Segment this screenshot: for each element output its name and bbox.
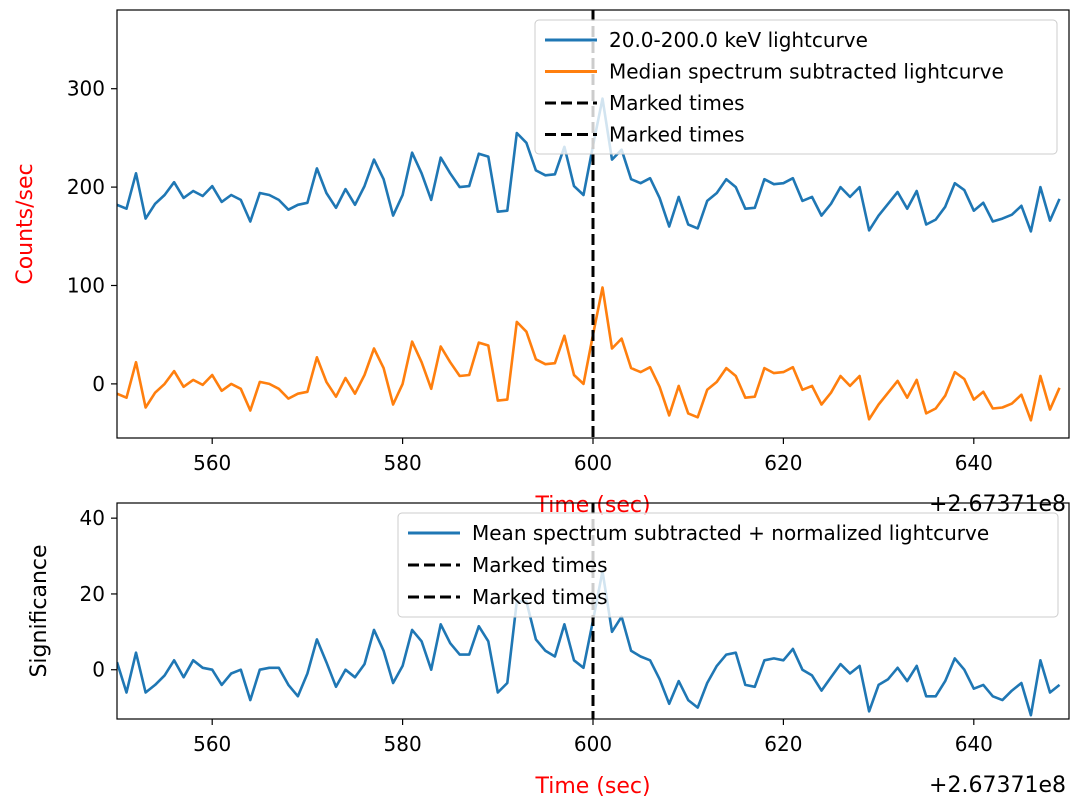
- counts-legend: 20.0-200.0 keV lightcurve Median spectrum…: [534, 19, 1058, 155]
- significance-x-tick-label-640: 640: [955, 732, 993, 756]
- counts-legend-box: [534, 19, 1058, 155]
- significance-series-line-0: [117, 569, 1061, 717]
- counts-legend-label-1: Median spectrum subtracted lightcurve: [609, 60, 1004, 84]
- counts-x-tick-label-640: 640: [955, 451, 993, 475]
- significance-legend-label-1: Marked times: [472, 553, 608, 577]
- counts-x-tick-label-620: 620: [764, 451, 802, 475]
- significance-x-tick-label-620: 620: [764, 732, 802, 756]
- counts-legend-label-2: Marked times: [609, 91, 745, 115]
- counts-y-axis-label: Counts/sec: [13, 163, 38, 284]
- counts-legend-label-0: 20.0-200.0 keV lightcurve: [609, 28, 868, 52]
- counts-axes: 560 580 600 620 640 0 100 200 300: [67, 77, 993, 475]
- significance-x-tick-label-600: 600: [574, 732, 612, 756]
- significance-panel: 560 580 600 620 640 0 20 40 Significance Time (…: [27, 502, 1070, 799]
- significance-y-axis-label: Significance: [27, 544, 52, 677]
- counts-axes-frame: [116, 9, 1070, 439]
- counts-series-line-0: [117, 97, 1061, 233]
- counts-legend-label-3: Marked times: [609, 123, 745, 147]
- counts-y-tick-label-0: 0: [92, 372, 105, 396]
- significance-x-offset-label: +2.67371e8: [929, 773, 1066, 798]
- significance-y-tick-label-20: 20: [80, 582, 105, 606]
- counts-y-tick-label-100: 100: [67, 273, 105, 297]
- counts-series-line-1: [117, 286, 1061, 422]
- counts-x-tick-label-560: 560: [193, 451, 231, 475]
- counts-y-tick-label-300: 300: [67, 77, 105, 101]
- significance-axes-frame: [116, 502, 1070, 720]
- significance-y-tick-label-0: 0: [92, 658, 105, 682]
- significance-legend-label-2: Marked times: [472, 585, 608, 609]
- significance-y-tick-label-40: 40: [80, 506, 105, 530]
- counts-y-tick-label-200: 200: [67, 175, 105, 199]
- counts-x-tick-label-580: 580: [384, 451, 422, 475]
- significance-legend-label-0: Mean spectrum subtracted + normalized li…: [472, 521, 989, 545]
- significance-legend: Mean spectrum subtracted + normalized li…: [397, 512, 1059, 618]
- significance-x-tick-label-580: 580: [384, 732, 422, 756]
- significance-x-tick-label-560: 560: [193, 732, 231, 756]
- significance-axes: 560 580 600 620 640 0 20 40: [80, 506, 993, 756]
- significance-legend-box: [397, 512, 1059, 618]
- significance-x-axis-label: Time (sec): [534, 774, 650, 799]
- counts-x-tick-label-600: 600: [574, 451, 612, 475]
